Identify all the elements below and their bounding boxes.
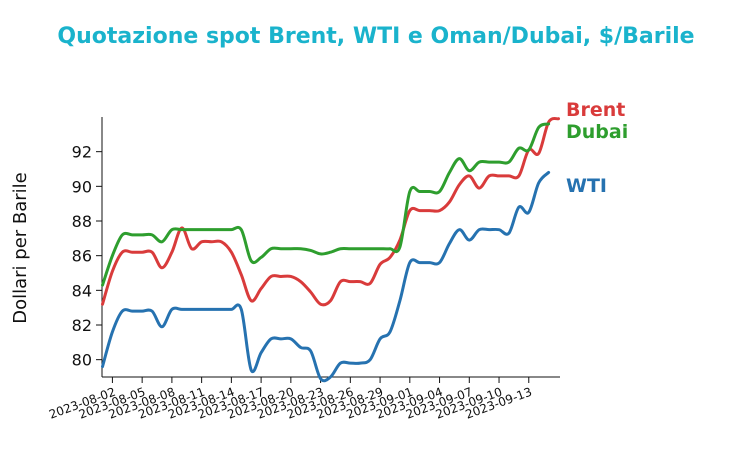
y-tick-label: 90 — [72, 177, 92, 196]
y-tick-label: 88 — [72, 212, 92, 231]
series-line-wti — [101, 170, 551, 383]
y-tick-label: 82 — [72, 316, 92, 335]
y-tick-label: 80 — [72, 351, 92, 370]
series-label-wti: WTI — [566, 175, 607, 197]
series-label-brent: Brent — [566, 99, 625, 121]
series-label-dubai: Dubai — [566, 121, 628, 143]
y-tick-label: 86 — [72, 247, 92, 266]
series-lines — [101, 117, 561, 383]
series-labels: Brent WTI Dubai — [566, 99, 628, 197]
chart-title: Quotazione spot Brent, WTI e Oman/Dubai,… — [57, 24, 695, 49]
y-tick-label: 92 — [72, 143, 92, 162]
series-line-dubai — [101, 122, 551, 287]
series-line-brent — [101, 117, 561, 307]
y-tick-label: 84 — [72, 281, 92, 300]
